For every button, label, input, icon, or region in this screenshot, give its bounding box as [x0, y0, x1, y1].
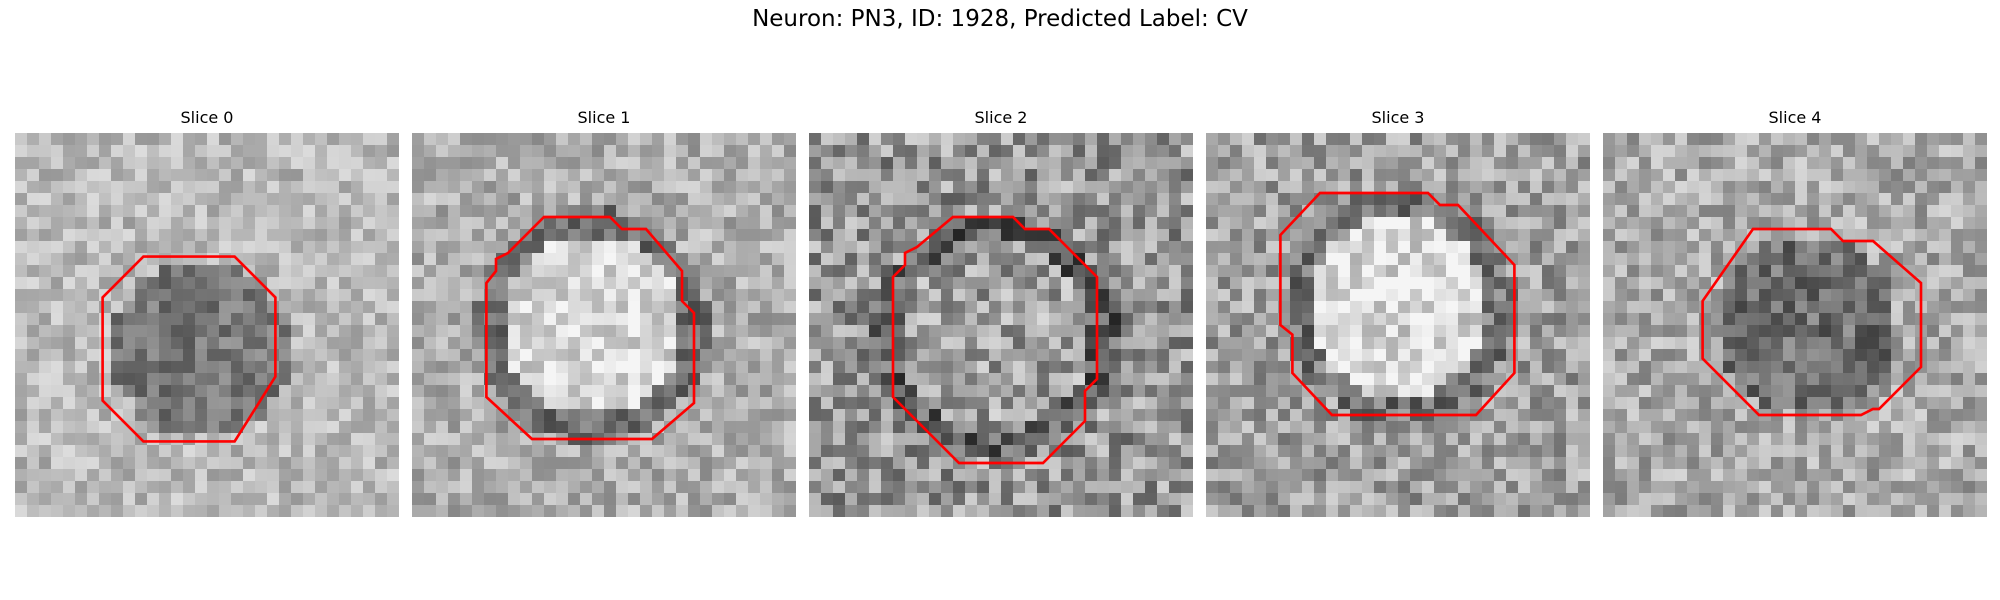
- slice-2-contour: [891, 215, 1099, 465]
- slice-4-title: Slice 4: [1768, 108, 1822, 127]
- slice-4-image: [1603, 133, 1987, 517]
- slice-3-image: [1206, 133, 1590, 517]
- slice-2-title: Slice 2: [974, 108, 1028, 127]
- slice-4-panel: [1603, 133, 1987, 517]
- slice-3-title: Slice 3: [1371, 108, 1425, 127]
- slice-0-image: [15, 133, 399, 517]
- figure-title: Neuron: PN3, ID: 1928, Predicted Label: …: [752, 6, 1248, 32]
- slice-3-panel: [1206, 133, 1590, 517]
- slice-0-contour: [101, 255, 277, 443]
- slice-4-contour: [1701, 227, 1923, 417]
- slice-1-panel: [412, 133, 796, 517]
- slice-0-title: Slice 0: [180, 108, 234, 127]
- slice-2-panel: [809, 133, 1193, 517]
- slice-3-contour: [1279, 191, 1516, 417]
- slice-1-contour: [485, 215, 696, 441]
- slice-1-title: Slice 1: [577, 108, 631, 127]
- slice-0-panel: [15, 133, 399, 517]
- slice-2-image: [809, 133, 1193, 517]
- slice-1-image: [412, 133, 796, 517]
